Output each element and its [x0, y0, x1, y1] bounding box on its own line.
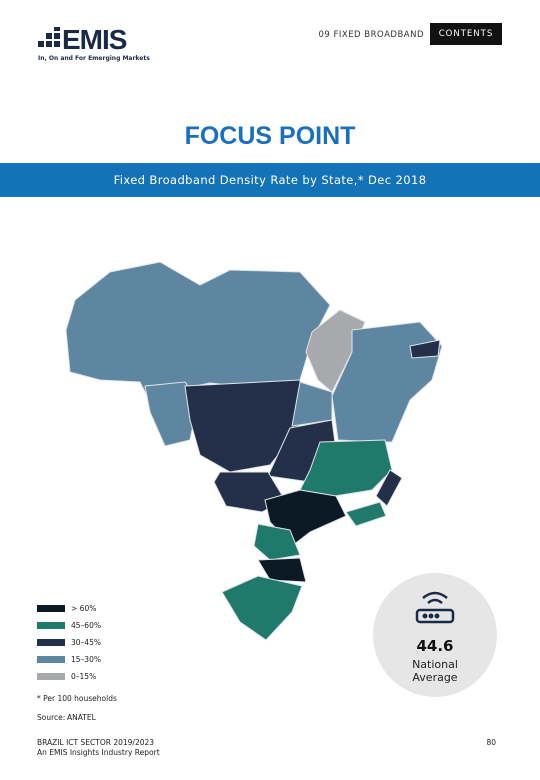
logo-icon: [38, 27, 60, 47]
logo-name: EMIS: [62, 24, 127, 55]
highlight-label: National Average: [412, 658, 458, 684]
legend-item: 45–60%: [37, 621, 101, 630]
legend-item: 15–30%: [37, 655, 101, 664]
logo-tagline: In, On and For Emerging Markets: [38, 55, 150, 62]
router-icon: [415, 591, 455, 624]
legend-label: 0–15%: [71, 672, 97, 681]
legend-item: 30–45%: [37, 638, 101, 647]
map-region: [375, 469, 403, 507]
legend-swatch: [37, 605, 65, 612]
map-region: [409, 339, 441, 359]
map-region: [291, 381, 333, 427]
highlight-value: 44.6: [416, 637, 454, 655]
legend-swatch: [37, 639, 65, 646]
legend-item: 0–15%: [37, 672, 96, 681]
footer-subtitle: An EMIS Insights Industry Report: [37, 748, 160, 757]
map-region: [305, 309, 366, 393]
legend-label: 45–60%: [71, 621, 101, 630]
note: * Per 100 households: [37, 694, 117, 703]
map-region: [253, 523, 301, 561]
map-region: [144, 381, 199, 447]
footer-report: BRAZIL ICT SECTOR 2019/2023: [37, 738, 155, 747]
section-label: 09 FIXED BROADBAND: [318, 30, 424, 40]
subtitle-band: Fixed Broadband Density Rate by State,* …: [0, 163, 540, 197]
page-title: FOCUS POINT: [184, 122, 356, 150]
contents-button[interactable]: CONTENTS: [430, 23, 502, 45]
legend-label: 15–30%: [71, 655, 101, 664]
map-region: [221, 575, 303, 641]
legend-swatch: [37, 656, 65, 663]
map-region: [299, 439, 393, 497]
legend-label: 30–45%: [71, 638, 101, 647]
legend-label: > 60%: [71, 604, 97, 613]
source-label: Source:: [37, 713, 66, 722]
legend-item: > 60%: [37, 604, 96, 613]
legend-swatch: [37, 622, 65, 629]
legend-swatch: [37, 673, 65, 680]
map-region: [345, 501, 387, 527]
source-value: ANATEL: [67, 713, 96, 722]
map-region: [257, 557, 307, 583]
page-number: 80: [486, 738, 496, 747]
